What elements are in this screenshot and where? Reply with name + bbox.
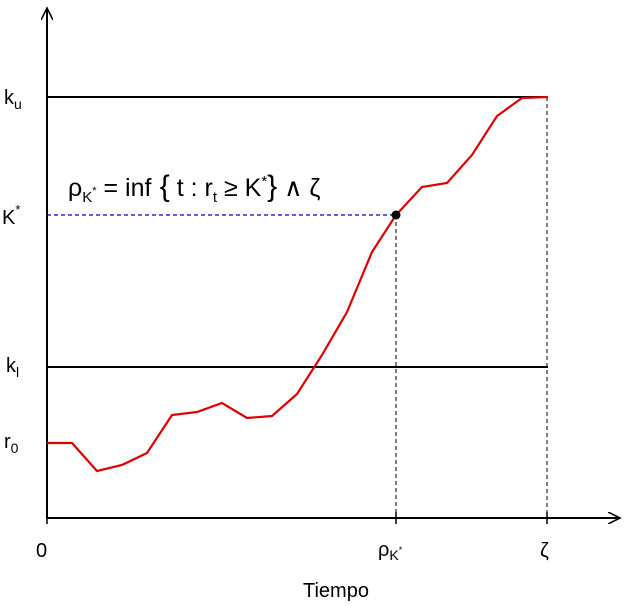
zeta-label: ζ — [540, 540, 549, 562]
label-base: k — [4, 87, 15, 109]
formula-part: t : — [170, 174, 205, 202]
formula-part: ∧ — [277, 174, 309, 202]
label-sub: 0 — [11, 440, 19, 456]
label-base: ρ — [378, 539, 389, 561]
label-sub: l — [16, 364, 19, 380]
r0-label: r0 — [4, 431, 19, 456]
label-sup: * — [15, 202, 20, 217]
formula: ρK* = inf { t : rt ≥ K*} ∧ ζ — [68, 170, 320, 206]
formula-part: * — [92, 185, 97, 197]
label-base: r — [4, 431, 11, 453]
ku-label: ku — [4, 87, 22, 112]
rho-label: ρK* — [378, 539, 403, 563]
formula-part: K — [82, 189, 92, 206]
formula-part: ζ — [309, 174, 320, 202]
formula-part: { — [151, 170, 169, 203]
x-axis-title: Tiempo — [303, 580, 369, 602]
formula-part: r — [205, 174, 213, 202]
label-sub: K — [389, 547, 399, 563]
process-path — [47, 95, 549, 473]
label-base: K — [2, 207, 16, 229]
formula-part: * — [261, 173, 267, 190]
hit-point — [391, 210, 401, 220]
kstar-label: K* — [2, 202, 20, 229]
formula-part: = inf — [97, 174, 152, 202]
formula-part: ρ — [68, 174, 82, 202]
label-sup: * — [399, 545, 403, 555]
kl-label: kl — [6, 355, 19, 380]
origin-label: 0 — [36, 540, 47, 562]
formula-part: ≥ K — [217, 174, 262, 202]
formula-part: } — [267, 170, 277, 203]
label-base: k — [6, 355, 17, 377]
formula-part: t — [213, 189, 218, 206]
label-sub: u — [14, 96, 22, 112]
